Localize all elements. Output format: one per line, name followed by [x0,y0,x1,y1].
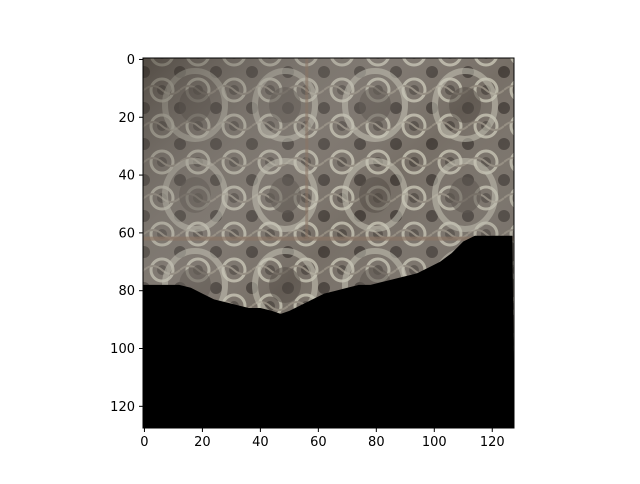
y-tick-label: 120 [110,400,135,415]
image-area [143,58,514,428]
y-axis: 0 20 40 60 80 100 120 [110,53,143,415]
x-tick-label: 100 [422,435,447,450]
y-tick-label: 20 [118,111,135,126]
y-tick-label: 40 [118,169,135,184]
x-tick-label: 80 [368,435,385,450]
x-tick-label: 120 [480,435,505,450]
x-tick-label: 40 [252,435,269,450]
y-tick-label: 0 [127,53,135,68]
x-axis: 0 20 40 60 80 100 120 [140,428,505,450]
x-tick-label: 0 [140,435,148,450]
y-tick-label: 60 [118,226,135,241]
axes-frame [142,57,515,429]
x-tick-label: 20 [194,435,211,450]
y-tick-label: 100 [110,342,135,357]
y-tick-label: 80 [118,284,135,299]
x-tick-label: 60 [310,435,327,450]
black-mask-region [143,235,514,428]
